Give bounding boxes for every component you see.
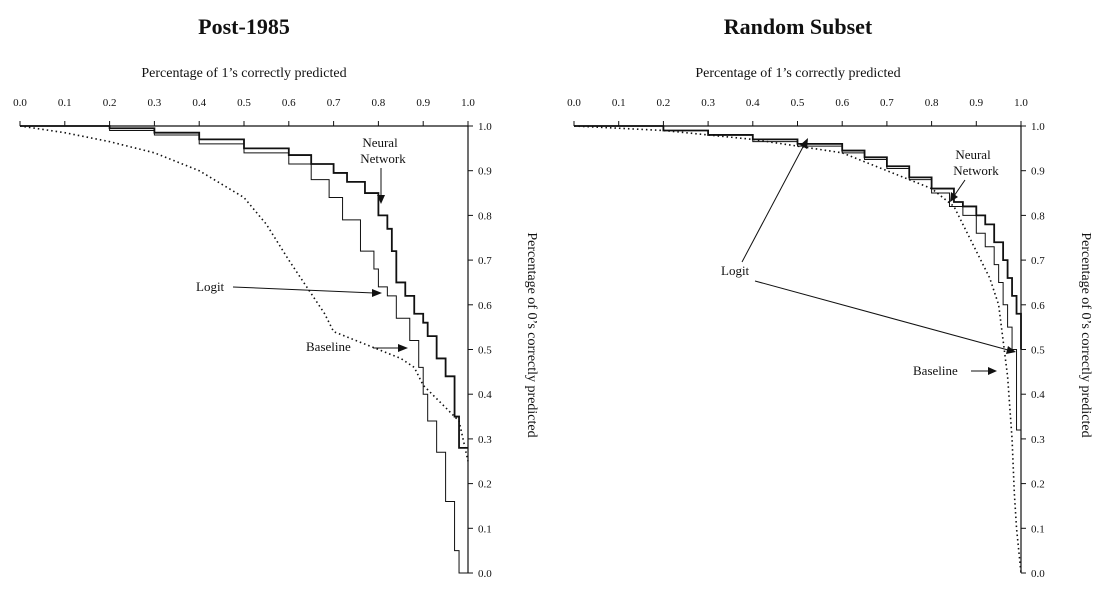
neural-network-label: Network bbox=[953, 163, 999, 178]
logit-arrow bbox=[232, 286, 375, 294]
y-tick-label: 1.0 bbox=[478, 121, 492, 133]
y-tick-label: 0.8 bbox=[1031, 210, 1045, 222]
logit-arrowhead bbox=[372, 289, 382, 297]
logit-arrow bbox=[741, 144, 805, 263]
x-axis-label: Percentage of 1’s correctly predicted bbox=[141, 66, 346, 81]
x-tick-label: 0.6 bbox=[282, 97, 296, 109]
x-tick-label: 0.7 bbox=[327, 97, 341, 109]
x-tick-label: 0.1 bbox=[58, 97, 72, 109]
x-tick-label: 0.6 bbox=[835, 97, 849, 109]
baseline-arrowhead bbox=[398, 344, 408, 352]
y-tick-label: 0.0 bbox=[1031, 568, 1045, 580]
y-tick-label: 0.6 bbox=[1031, 300, 1045, 312]
series-neural-network bbox=[20, 125, 468, 449]
series-logit bbox=[574, 125, 1022, 439]
x-tick-label: 0.4 bbox=[192, 97, 206, 109]
neural-network-arrow bbox=[953, 179, 966, 197]
y-tick-label: 1.0 bbox=[1031, 121, 1045, 133]
y-tick-label: 0.1 bbox=[1031, 523, 1045, 535]
y-tick-label: 0.8 bbox=[478, 210, 492, 222]
x-tick-label: 0.7 bbox=[880, 97, 894, 109]
neural-network-arrowhead bbox=[950, 192, 958, 202]
logit-arrowhead bbox=[800, 138, 808, 149]
annotations: Neural Network Logit Baseline bbox=[196, 135, 408, 354]
logit-label: Logit bbox=[196, 279, 225, 294]
y-tick-label: 0.6 bbox=[478, 300, 492, 312]
x-tick-label: 0.8 bbox=[925, 97, 939, 109]
y-tick-label: 0.1 bbox=[478, 523, 492, 535]
y-tick-label: 0.7 bbox=[1031, 255, 1045, 267]
neural-network-label: Neural bbox=[362, 135, 398, 150]
series-neural-network bbox=[574, 125, 1022, 350]
x-tick-label: 0.2 bbox=[103, 97, 117, 109]
x-tick-label: 0.0 bbox=[13, 97, 27, 109]
panel-post-1985: Post-1985 Percentage of 1’s correctly pr… bbox=[13, 14, 539, 580]
axes: 0.0 0.1 0.2 0.3 0.4 0.5 0.6 0.7 0.8 0.9 1.0 0.0 0.1 0… bbox=[567, 97, 1045, 580]
y-tick-label: 0.5 bbox=[478, 345, 492, 357]
panel-random-subset: Random Subset Percentage of 1’s correctl… bbox=[567, 14, 1093, 580]
x-tick-label: 0.9 bbox=[416, 97, 430, 109]
x-tick-label: 0.9 bbox=[969, 97, 983, 109]
y-tick-label: 0.3 bbox=[1031, 434, 1045, 446]
x-tick-label: 0.2 bbox=[657, 97, 671, 109]
series-baseline bbox=[19, 125, 469, 462]
x-tick-label: 0.5 bbox=[237, 97, 251, 109]
x-tick-label: 0.5 bbox=[791, 97, 805, 109]
y-tick-label: 0.2 bbox=[1031, 479, 1045, 491]
y-axis-label: Percentage of 0’s correctly predicted bbox=[524, 232, 539, 437]
y-tick-label: 0.9 bbox=[1031, 166, 1045, 178]
baseline-label: Baseline bbox=[913, 363, 958, 378]
neural-network-label: Neural bbox=[955, 147, 991, 162]
y-tick-label: 0.4 bbox=[1031, 389, 1045, 401]
baseline-label: Baseline bbox=[306, 339, 351, 354]
y-tick-label: 0.7 bbox=[478, 255, 492, 267]
y-tick-label: 0.0 bbox=[478, 568, 492, 580]
chart-title: Post-1985 bbox=[198, 14, 290, 39]
x-tick-label: 0.0 bbox=[567, 97, 581, 109]
y-axis-label: Percentage of 0’s correctly predicted bbox=[1078, 232, 1093, 437]
annotations: Neural Network Logit Baseline bbox=[721, 138, 1016, 378]
baseline-arrowhead bbox=[988, 367, 997, 375]
y-tick-label: 0.4 bbox=[478, 389, 492, 401]
x-tick-label: 0.1 bbox=[612, 97, 626, 109]
series-group bbox=[19, 125, 469, 574]
x-tick-label: 0.8 bbox=[372, 97, 386, 109]
x-tick-label: 0.4 bbox=[746, 97, 760, 109]
y-tick-label: 0.3 bbox=[478, 434, 492, 446]
x-tick-label: 0.3 bbox=[701, 97, 715, 109]
series-baseline bbox=[573, 125, 1022, 574]
chart-title: Random Subset bbox=[724, 14, 873, 39]
x-axis-label: Percentage of 1’s correctly predicted bbox=[695, 66, 900, 81]
series-logit bbox=[20, 125, 468, 574]
y-tick-label: 0.9 bbox=[478, 166, 492, 178]
neural-network-arrowhead bbox=[377, 195, 385, 204]
x-tick-label: 1.0 bbox=[461, 97, 475, 109]
y-tick-label: 0.2 bbox=[478, 479, 492, 491]
logit-arrowhead bbox=[1006, 346, 1016, 354]
logit-arrow bbox=[754, 280, 1009, 351]
logit-label: Logit bbox=[721, 263, 750, 278]
x-tick-label: 0.3 bbox=[148, 97, 162, 109]
series-group bbox=[573, 125, 1022, 574]
y-tick-label: 0.5 bbox=[1031, 345, 1045, 357]
axes: 0.0 0.1 0.2 0.3 0.4 0.5 0.6 0.7 0.8 0.9 1.0 0.0 0.1 0… bbox=[13, 97, 492, 580]
neural-network-label: Network bbox=[360, 151, 406, 166]
x-tick-label: 1.0 bbox=[1014, 97, 1028, 109]
